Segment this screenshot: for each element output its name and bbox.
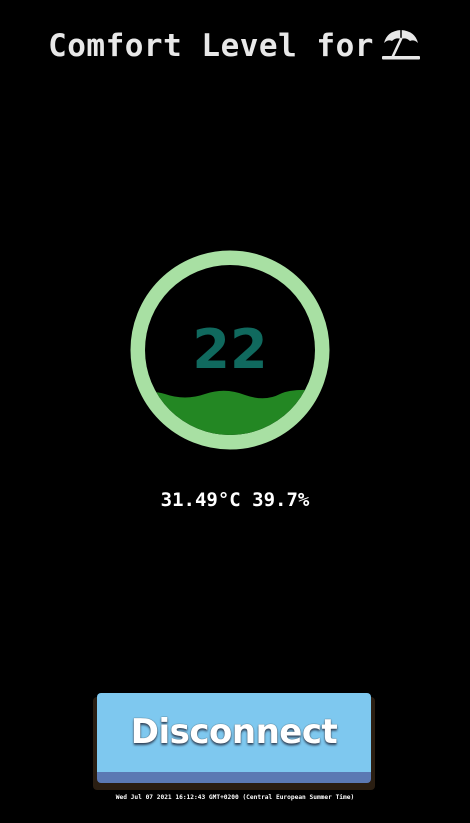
sensor-readings: 31.49°C 39.7% [160,489,310,511]
page-title-text: Comfort Level for [48,28,374,64]
gauge-ring [130,250,330,450]
disconnect-button[interactable]: Disconnect [97,693,371,783]
beach-umbrella-icon [380,26,422,70]
comfort-gauge: 22 [130,250,330,450]
timestamp: Wed Jul 07 2021 16:12:43 GMT+0200 (Centr… [115,794,355,801]
disconnect-button-label: Disconnect [130,712,338,752]
gauge-value: 22 [192,318,267,381]
page-title: Comfort Level for [0,26,470,70]
